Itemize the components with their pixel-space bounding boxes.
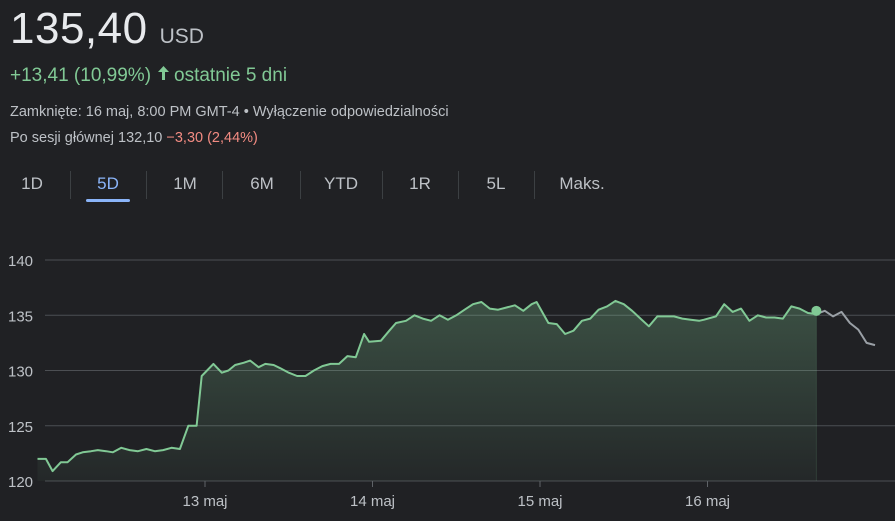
tab-5l[interactable]: 5L bbox=[486, 174, 506, 193]
series-line-regular-session bbox=[37, 299, 817, 473]
area-fill-regular-session bbox=[37, 300, 817, 481]
y-tick-label: 140 bbox=[8, 253, 33, 270]
last-close-point bbox=[811, 305, 822, 316]
market-status-line: Zamknięte: 16 maj, 8:00 PM GMT-4 • Wyłąc… bbox=[10, 104, 449, 120]
series-line-after-hours bbox=[816, 309, 876, 347]
tab-divider bbox=[222, 171, 223, 199]
tab-divider bbox=[534, 171, 535, 199]
tab-divider bbox=[146, 171, 147, 199]
tab-divider bbox=[382, 171, 383, 199]
y-tick-label: 135 bbox=[8, 308, 33, 325]
disclaimer-link[interactable]: Wyłączenie odpowiedzialności bbox=[252, 104, 449, 120]
change-period: ostatnie 5 dni bbox=[174, 65, 288, 86]
tab-divider bbox=[300, 171, 301, 199]
tab-divider bbox=[458, 171, 459, 199]
tab-1m[interactable]: 1M bbox=[173, 174, 197, 193]
y-tick-label: 120 bbox=[8, 474, 33, 491]
tab-5d[interactable]: 5D bbox=[86, 168, 130, 204]
price-chart[interactable]: 120 125 130 135 140 13 maj 14 maj 15 maj 16 maj bbox=[0, 232, 895, 521]
tab-ytd[interactable]: YTD bbox=[324, 174, 358, 193]
after-hours-change: −3,30 (2,44%) bbox=[166, 130, 258, 146]
closed-info: Zamknięte: 16 maj, 8:00 PM GMT-4 bbox=[10, 104, 240, 120]
tab-1r[interactable]: 1R bbox=[409, 174, 431, 193]
separator-dot: • bbox=[239, 104, 253, 120]
tab-divider bbox=[70, 171, 71, 199]
x-tick-label: 15 maj bbox=[517, 493, 562, 510]
tab-max[interactable]: Maks. bbox=[559, 174, 605, 193]
y-tick-label: 130 bbox=[8, 364, 33, 381]
x-tick-label: 13 maj bbox=[182, 493, 227, 510]
y-tick-label: 125 bbox=[8, 419, 33, 436]
tab-1d[interactable]: 1D bbox=[21, 174, 43, 193]
x-tick-label: 14 maj bbox=[350, 493, 395, 510]
x-tick-label: 16 maj bbox=[685, 493, 730, 510]
price-row: 135,40 USD bbox=[10, 4, 204, 54]
tab-6m[interactable]: 6M bbox=[250, 174, 274, 193]
current-price: 135,40 bbox=[10, 4, 148, 53]
currency-label: USD bbox=[159, 25, 204, 48]
price-change: +13,41 (10,99%) bbox=[10, 65, 152, 86]
active-tab-indicator bbox=[86, 199, 130, 202]
arrow-up-icon bbox=[157, 65, 170, 87]
after-hours-price: Po sesji głównej 132,10 bbox=[10, 130, 163, 146]
after-hours-line: Po sesji głównej 132,10 −3,30 (2,44%) bbox=[10, 130, 258, 146]
range-tabs: 1D 5D 1M 6M YTD 1R 5L Maks. bbox=[0, 168, 640, 208]
price-change-row: +13,41 (10,99%) ostatnie 5 dni bbox=[10, 65, 287, 87]
